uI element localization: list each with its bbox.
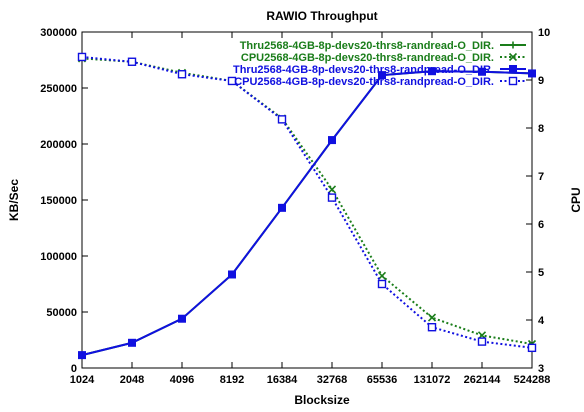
legend-entry: Thru2568-4GB-8p-devs20-thrs8-randread-O_… bbox=[240, 40, 526, 52]
axes-group: 0 50000 100000 150000 200000 250000 300000 3 4 5 6… bbox=[40, 27, 550, 386]
data-point-x bbox=[508, 52, 518, 62]
data-point-open-square bbox=[508, 76, 518, 86]
data-point-square bbox=[178, 314, 186, 323]
series-line bbox=[81, 70, 533, 357]
series-2 bbox=[77, 54, 537, 349]
legend-label: Thru2568-4GB-8p-devs20-thrs8-randpread-O… bbox=[233, 64, 494, 76]
chart-title: RAWIO Throughput bbox=[266, 9, 377, 23]
y-tick-label: 50000 bbox=[46, 307, 77, 319]
legend-entry: CPU2568-4GB-8p-devs20-thrs8-randpread-O_… bbox=[234, 76, 526, 88]
legend-label: CPU2568-4GB-8p-devs20-thrs8-randpread-O_… bbox=[234, 76, 494, 88]
y2-tick-label: 7 bbox=[538, 171, 544, 183]
series-line bbox=[81, 56, 533, 349]
data-point-open-square bbox=[127, 57, 137, 66]
y2-tick-label: 8 bbox=[538, 123, 544, 135]
x-axis-label: Blocksize bbox=[294, 393, 350, 407]
data-point-open-square bbox=[277, 115, 287, 124]
y2-tick-label: 5 bbox=[538, 267, 544, 279]
legend-label: Thru2568-4GB-8p-devs20-thrs8-randread-O_… bbox=[240, 40, 494, 52]
series-line bbox=[81, 70, 533, 357]
y-tick-label: 100000 bbox=[40, 251, 77, 263]
data-point-square bbox=[78, 351, 86, 360]
legend-entry: Thru2568-4GB-8p-devs20-thrs8-randpread-O… bbox=[233, 64, 526, 76]
y-axis-label: KB/Sec bbox=[7, 179, 21, 221]
x-tick-label: 262144 bbox=[464, 374, 502, 386]
y2-tick-label: 9 bbox=[538, 75, 544, 87]
y-tick-label: 250000 bbox=[40, 83, 77, 95]
x-tick-label: 131072 bbox=[414, 374, 451, 386]
y-tick-label: 300000 bbox=[40, 27, 77, 39]
data-point-square bbox=[328, 136, 336, 145]
legend-entry: CPU2568-4GB-8p-devs20-thrs8-randread-O_D… bbox=[241, 52, 526, 64]
data-point-square bbox=[228, 270, 236, 279]
x-tick-label: 4096 bbox=[170, 374, 194, 386]
series-group bbox=[77, 52, 537, 360]
x-tick-label: 1024 bbox=[70, 374, 95, 386]
y2-tick-label: 6 bbox=[538, 219, 544, 231]
data-point-square bbox=[278, 203, 286, 212]
y2-axis-label: CPU bbox=[569, 187, 583, 212]
data-point-open-square bbox=[227, 76, 237, 86]
series-1 bbox=[78, 67, 536, 359]
legend-label: CPU2568-4GB-8p-devs20-thrs8-randread-O_D… bbox=[241, 52, 494, 64]
series-4 bbox=[77, 52, 537, 353]
y-tick-label: 0 bbox=[71, 363, 77, 375]
data-point-open-square bbox=[477, 337, 487, 346]
x-tick-label: 16384 bbox=[267, 374, 298, 386]
x-tick-label: 65536 bbox=[367, 374, 398, 386]
data-point-square bbox=[509, 65, 517, 73]
data-point-open-square bbox=[327, 193, 337, 202]
y2-tick-label: 10 bbox=[538, 27, 550, 39]
x-tick-label: 2048 bbox=[120, 374, 144, 386]
y2-tick-label: 4 bbox=[538, 315, 545, 327]
series-3 bbox=[78, 67, 536, 360]
data-point-square bbox=[428, 67, 436, 76]
x-tick-label: 8192 bbox=[220, 374, 244, 386]
data-point-square bbox=[128, 338, 136, 347]
y-tick-label: 200000 bbox=[40, 139, 77, 151]
labels-group: RAWIO Throughput Blocksize KB/Sec CPU bbox=[7, 9, 583, 407]
data-point-open-square bbox=[177, 70, 187, 79]
data-point-x bbox=[427, 313, 437, 322]
data-point-open-square bbox=[77, 52, 87, 62]
data-point-open-square bbox=[527, 343, 537, 353]
x-tick-label: 32768 bbox=[317, 374, 348, 386]
y2-tick-label: 3 bbox=[538, 363, 544, 375]
data-point-square bbox=[528, 69, 536, 78]
data-point-plus bbox=[509, 41, 517, 49]
data-point-x bbox=[327, 185, 337, 194]
data-point-square bbox=[478, 67, 486, 76]
y-tick-label: 150000 bbox=[40, 195, 77, 207]
data-point-open-square bbox=[427, 323, 437, 332]
data-point-square bbox=[378, 71, 386, 80]
legend: Thru2568-4GB-8p-devs20-thrs8-randread-O_… bbox=[233, 40, 526, 88]
x-tick-label: 524288 bbox=[514, 374, 551, 386]
data-point-open-square bbox=[377, 279, 387, 289]
series-line bbox=[81, 57, 533, 345]
